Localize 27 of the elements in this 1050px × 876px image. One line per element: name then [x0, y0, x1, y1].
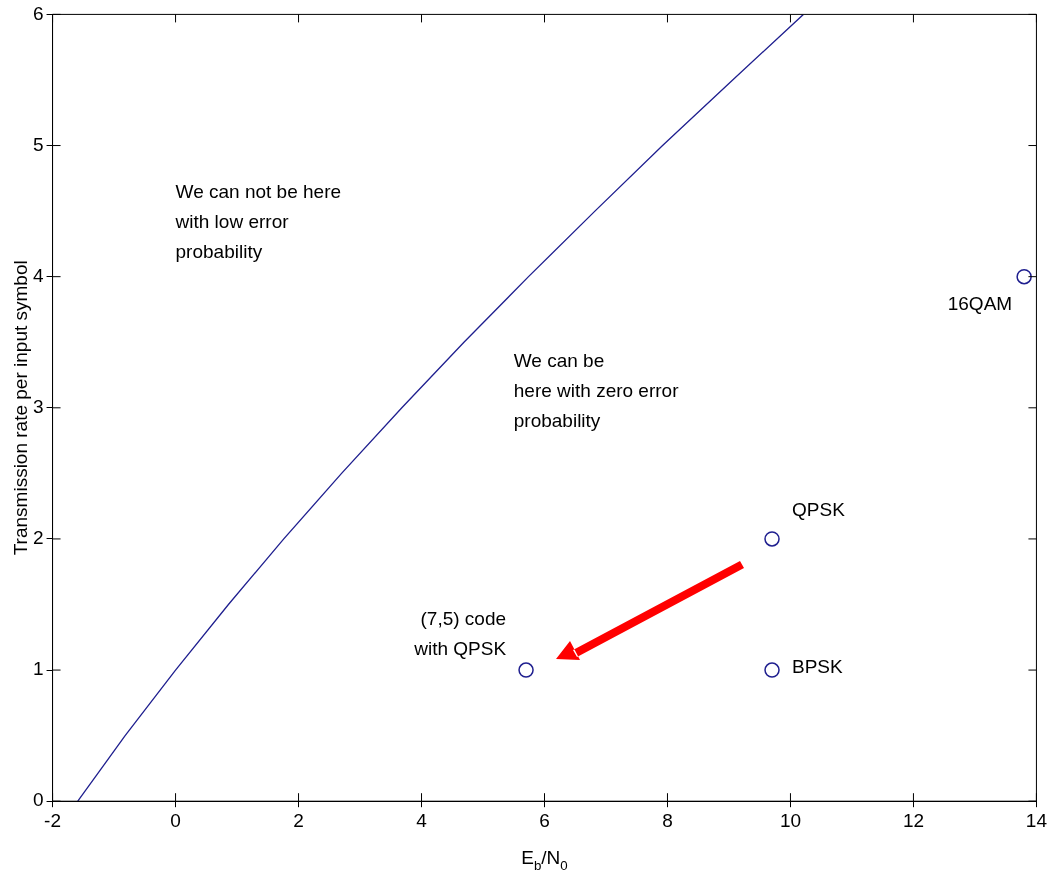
annotation: BPSK — [792, 656, 844, 678]
annotation: (7,5) code with QPSK — [413, 608, 507, 660]
x-tick-label: 4 — [416, 809, 428, 831]
point — [1016, 268, 1032, 285]
point — [518, 662, 534, 678]
annotation: 16QAM — [947, 292, 1013, 314]
y-tick-label: 3 — [32, 396, 44, 418]
x-tick-label: -2 — [44, 809, 62, 831]
x-tick-label: 6 — [539, 809, 550, 831]
y-tick-label: 4 — [32, 264, 44, 286]
x-tick-label: 10 — [779, 809, 802, 831]
x-tick-label: 14 — [1025, 809, 1048, 831]
point — [764, 531, 780, 547]
x-tick-label: 8 — [662, 809, 673, 831]
y-tick-label: 1 — [32, 658, 44, 680]
y-axis-title: Transmission rate per input symbol — [10, 260, 32, 556]
point — [764, 662, 780, 678]
annotation: QPSK — [792, 499, 846, 521]
x-tick-label: 12 — [902, 809, 925, 831]
y-tick-label: 2 — [32, 527, 44, 549]
y-tick-label: 0 — [32, 789, 44, 811]
y-tick-label: 5 — [32, 133, 44, 155]
x-tick-label: 0 — [170, 809, 181, 831]
x-tick-label: 2 — [293, 809, 304, 831]
annotation: We can be here with zero error probability — [513, 350, 680, 432]
y-tick-label: 6 — [32, 2, 44, 24]
annotation: We can not be here with low error probability — [174, 180, 342, 262]
